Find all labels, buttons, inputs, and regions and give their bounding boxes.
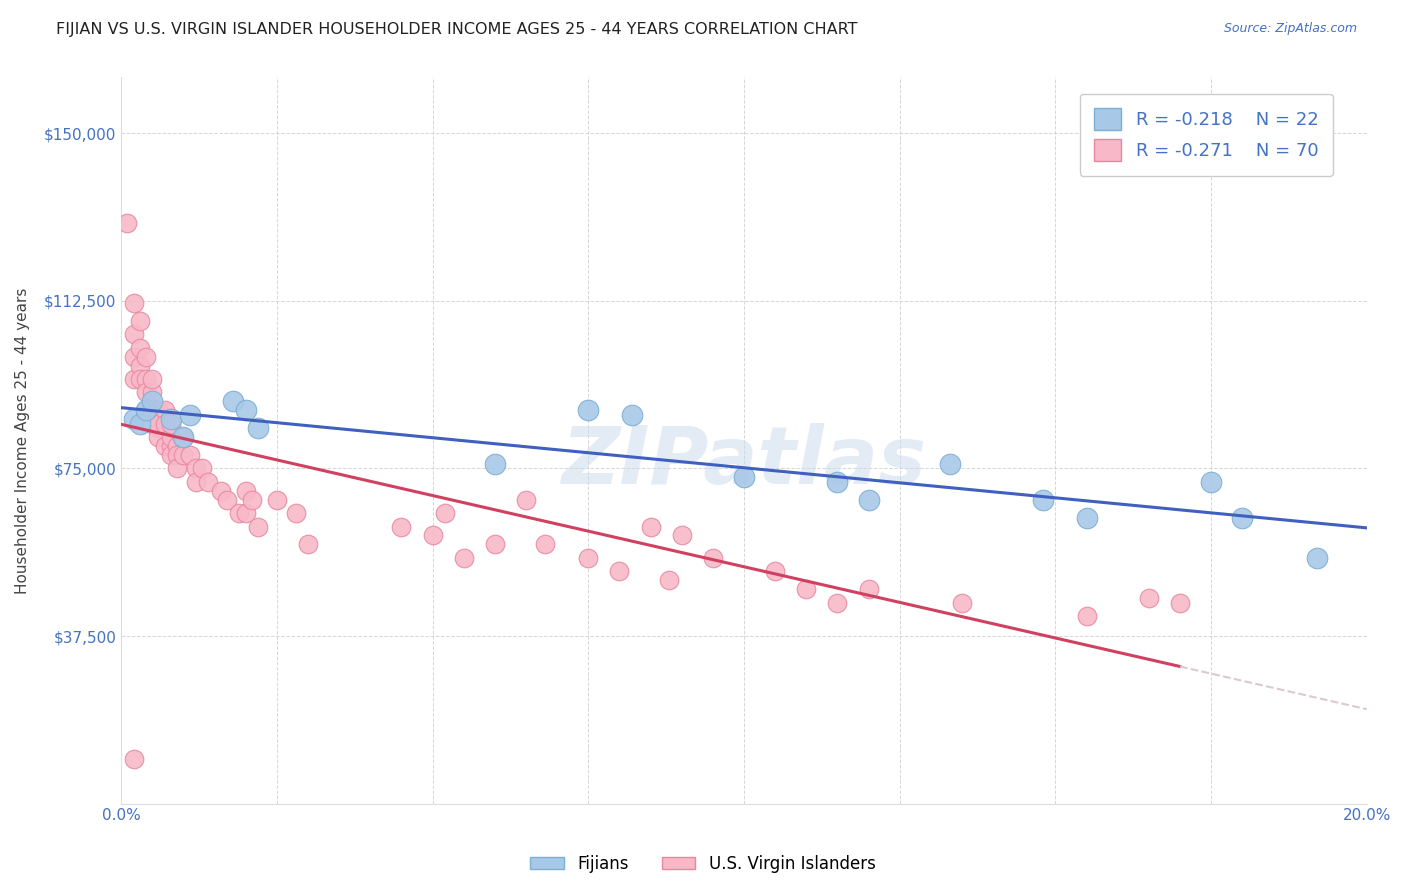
- Point: [620, 408, 643, 422]
- Point: [148, 417, 170, 431]
- Text: FIJIAN VS U.S. VIRGIN ISLANDER HOUSEHOLDER INCOME AGES 25 - 44 YEARS CORRELATION: FIJIAN VS U.S. VIRGIN ISLANDER HOUSEHOLD…: [56, 22, 858, 37]
- Text: Source: ZipAtlas.com: Source: ZipAtlas.com: [1223, 22, 1357, 36]
- Point: [172, 430, 194, 444]
- Point: [153, 439, 176, 453]
- Point: [1137, 591, 1160, 605]
- Point: [122, 412, 145, 426]
- Point: [197, 475, 219, 489]
- Point: [166, 461, 188, 475]
- Point: [209, 483, 232, 498]
- Point: [247, 421, 270, 435]
- Point: [141, 417, 163, 431]
- Point: [135, 403, 157, 417]
- Point: [128, 341, 150, 355]
- Point: [235, 483, 257, 498]
- Point: [141, 372, 163, 386]
- Point: [794, 582, 817, 596]
- Point: [702, 550, 724, 565]
- Point: [434, 506, 457, 520]
- Point: [858, 582, 880, 596]
- Point: [763, 564, 786, 578]
- Point: [148, 421, 170, 435]
- Point: [235, 403, 257, 417]
- Point: [122, 296, 145, 310]
- Point: [235, 506, 257, 520]
- Point: [160, 439, 183, 453]
- Point: [128, 359, 150, 373]
- Point: [1306, 550, 1329, 565]
- Point: [515, 492, 537, 507]
- Point: [128, 314, 150, 328]
- Point: [191, 461, 214, 475]
- Point: [609, 564, 631, 578]
- Point: [141, 394, 163, 409]
- Point: [484, 537, 506, 551]
- Point: [122, 327, 145, 342]
- Point: [484, 457, 506, 471]
- Point: [117, 216, 139, 230]
- Point: [122, 350, 145, 364]
- Point: [160, 430, 183, 444]
- Point: [247, 519, 270, 533]
- Point: [153, 403, 176, 417]
- Point: [389, 519, 412, 533]
- Point: [122, 372, 145, 386]
- Point: [160, 412, 183, 426]
- Point: [160, 417, 183, 431]
- Point: [228, 506, 250, 520]
- Point: [135, 385, 157, 400]
- Point: [1168, 595, 1191, 609]
- Y-axis label: Householder Income Ages 25 - 44 years: Householder Income Ages 25 - 44 years: [15, 287, 30, 594]
- Point: [950, 595, 973, 609]
- Point: [671, 528, 693, 542]
- Point: [153, 417, 176, 431]
- Point: [128, 372, 150, 386]
- Point: [1232, 510, 1254, 524]
- Point: [135, 372, 157, 386]
- Point: [858, 492, 880, 507]
- Point: [160, 448, 183, 462]
- Point: [658, 573, 681, 587]
- Point: [122, 752, 145, 766]
- Point: [266, 492, 288, 507]
- Point: [240, 492, 263, 507]
- Point: [1199, 475, 1222, 489]
- Point: [1032, 492, 1054, 507]
- Point: [576, 550, 599, 565]
- Point: [422, 528, 444, 542]
- Point: [576, 403, 599, 417]
- Point: [533, 537, 555, 551]
- Point: [172, 430, 194, 444]
- Point: [733, 470, 755, 484]
- Point: [141, 385, 163, 400]
- Point: [284, 506, 307, 520]
- Point: [166, 439, 188, 453]
- Point: [827, 595, 849, 609]
- Point: [222, 394, 245, 409]
- Point: [938, 457, 960, 471]
- Point: [135, 403, 157, 417]
- Point: [148, 403, 170, 417]
- Point: [1076, 609, 1098, 624]
- Point: [141, 403, 163, 417]
- Legend: Fijians, U.S. Virgin Islanders: Fijians, U.S. Virgin Islanders: [524, 848, 882, 880]
- Text: ZIPatlas: ZIPatlas: [561, 424, 927, 501]
- Point: [827, 475, 849, 489]
- Point: [148, 430, 170, 444]
- Point: [135, 350, 157, 364]
- Legend: R = -0.218    N = 22, R = -0.271    N = 70: R = -0.218 N = 22, R = -0.271 N = 70: [1080, 94, 1333, 176]
- Point: [166, 448, 188, 462]
- Point: [297, 537, 319, 551]
- Point: [1076, 510, 1098, 524]
- Point: [215, 492, 238, 507]
- Point: [128, 417, 150, 431]
- Point: [184, 461, 207, 475]
- Point: [172, 448, 194, 462]
- Point: [184, 475, 207, 489]
- Point: [179, 408, 201, 422]
- Point: [453, 550, 475, 565]
- Point: [179, 448, 201, 462]
- Point: [640, 519, 662, 533]
